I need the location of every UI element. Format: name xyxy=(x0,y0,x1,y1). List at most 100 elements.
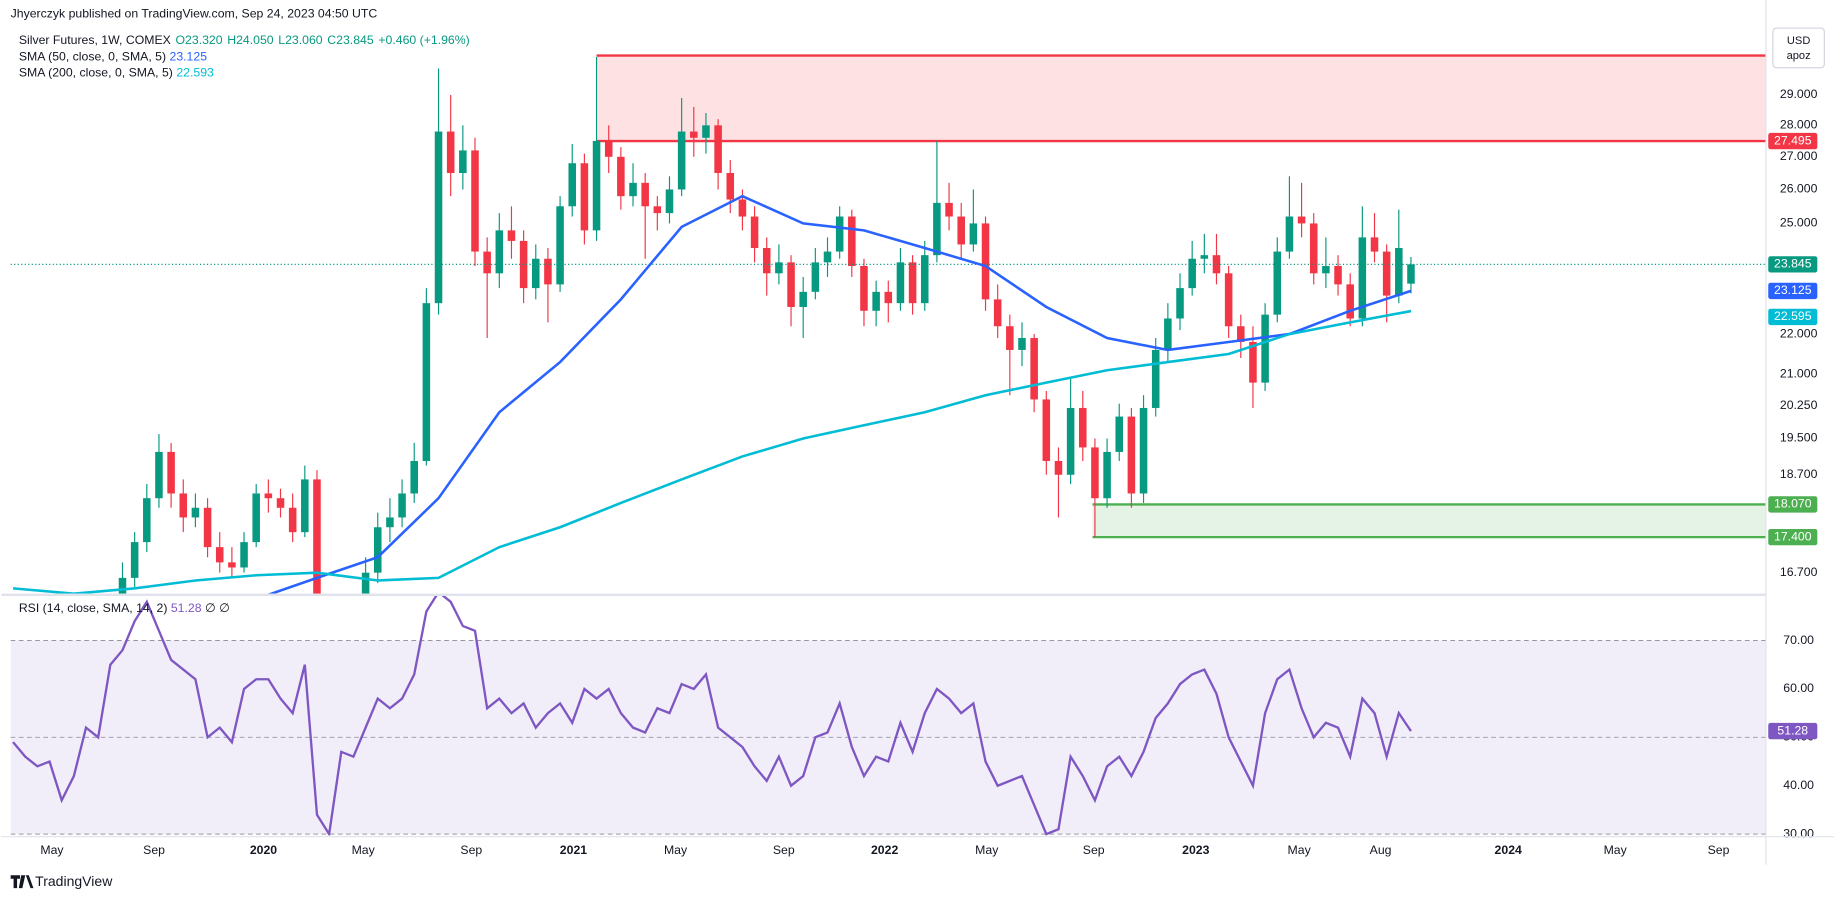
ohlc-value: +0.460 (+1.96%) xyxy=(378,33,469,47)
candle-body xyxy=(872,291,880,311)
price-label-box xyxy=(1768,528,1818,546)
price-pane xyxy=(10,56,1766,594)
candle-body xyxy=(726,172,735,200)
x-tick-label: Aug xyxy=(1370,843,1392,857)
x-tick-label: Sep xyxy=(773,843,795,857)
candle-body xyxy=(228,562,236,568)
candle-body xyxy=(690,131,698,138)
currency: USD xyxy=(1787,35,1810,47)
sma-value: 22.593 xyxy=(176,66,214,80)
price-label: 17.400 xyxy=(1774,529,1812,543)
candle-body xyxy=(1042,399,1051,461)
candle-body xyxy=(580,163,589,231)
candle-body xyxy=(665,189,674,214)
sma-line xyxy=(12,309,1412,594)
candle-body xyxy=(483,251,491,274)
candle-body xyxy=(313,479,321,594)
candle-body xyxy=(714,125,722,173)
zone xyxy=(1092,504,1766,538)
ohlc-value: H24.050 xyxy=(227,33,274,47)
candle-body xyxy=(617,156,625,197)
candle-body xyxy=(130,542,139,578)
candle-body xyxy=(386,517,394,528)
price-label-box xyxy=(1768,308,1818,326)
candle-body xyxy=(568,163,577,207)
price-label: 18.070 xyxy=(1774,497,1812,511)
candle-body xyxy=(1382,251,1391,296)
ohlc-value: O23.320 xyxy=(176,33,223,47)
x-tick-label: May xyxy=(352,843,376,857)
candle-body xyxy=(1370,237,1379,252)
y-tick-label: 29.000 xyxy=(1780,87,1818,101)
candle-body xyxy=(1018,338,1026,350)
rsi-label: 51.28 xyxy=(1777,723,1808,737)
candle-body xyxy=(240,542,248,568)
candle-body xyxy=(811,262,820,292)
symbol: Silver Futures, 1W, COMEX xyxy=(19,33,171,47)
price-label-box xyxy=(1768,282,1818,300)
y-tick-label: 16.700 xyxy=(1780,565,1818,579)
y-tick-label: 22.000 xyxy=(1780,326,1818,340)
candle-body xyxy=(592,140,601,231)
price-label-box xyxy=(1768,496,1818,513)
candle-body xyxy=(702,125,710,138)
price-label: 27.495 xyxy=(1774,133,1812,147)
candle-body xyxy=(556,206,564,285)
rsi-tick-label: 60.00 xyxy=(1783,681,1814,695)
brand: TradingView xyxy=(35,873,113,889)
y-tick-label: 28.000 xyxy=(1780,118,1818,132)
price-label-box xyxy=(1768,132,1818,150)
candle-body xyxy=(848,216,856,267)
candle-body xyxy=(118,577,127,594)
candle-body xyxy=(1322,266,1330,274)
candle-body xyxy=(495,230,504,274)
rsi-name: RSI (14, close, SMA, 14, 2) xyxy=(19,601,168,615)
x-tick-label: 2021 xyxy=(560,843,587,857)
rsi-line xyxy=(12,595,1412,836)
rsi-tick-label: 40.00 xyxy=(1783,778,1814,792)
sma200-legend: SMA (200, close, 0, SMA, 5) 22.593 xyxy=(19,66,214,80)
candle-body xyxy=(398,493,406,518)
candle-body xyxy=(264,493,273,499)
candle-body xyxy=(908,262,917,304)
rsi-legend: RSI (14, close, SMA, 14, 2) 51.28 ∅ ∅ xyxy=(19,601,230,615)
candle-body xyxy=(1261,314,1269,383)
candle-body xyxy=(167,451,175,494)
ohlc-values: O23.320 H24.050 L23.060 C23.845 +0.460 (+1.9… xyxy=(176,33,470,47)
candle-body xyxy=(1395,248,1403,296)
published: Jhyerczyk published on TradingView.com, … xyxy=(11,6,378,20)
y-tick-label: 25.000 xyxy=(1780,216,1818,230)
x-tick-label: May xyxy=(1288,843,1312,857)
candle-body xyxy=(410,460,418,494)
x-tick-label: 2024 xyxy=(1495,843,1522,857)
candle-body xyxy=(1334,266,1342,285)
candle-body xyxy=(860,266,868,311)
candle-body xyxy=(981,223,990,300)
candle-body xyxy=(143,498,151,543)
candle-body xyxy=(1200,255,1209,259)
x-tick-label: May xyxy=(975,843,999,857)
currency-box[interactable] xyxy=(1772,27,1825,69)
sma-value: 23.125 xyxy=(170,49,208,63)
y-tick-label: 26.000 xyxy=(1780,182,1818,196)
candle-body xyxy=(823,251,832,263)
x-tick-label: 2023 xyxy=(1182,843,1209,857)
candle-body xyxy=(1273,251,1282,315)
candle-body xyxy=(155,451,163,499)
candle-body xyxy=(775,262,783,274)
candle-body xyxy=(361,572,370,594)
candle-body xyxy=(920,255,929,304)
y-tick-label: 19.500 xyxy=(1780,431,1818,445)
candle-body xyxy=(471,150,479,252)
candle-body xyxy=(738,199,747,217)
x-tick-label: 2022 xyxy=(871,843,898,857)
zones xyxy=(596,54,1766,539)
zone xyxy=(596,55,1766,142)
candle-body xyxy=(1139,407,1148,494)
candle-body xyxy=(1176,288,1184,319)
candle-body xyxy=(1237,326,1245,342)
unit: apoz xyxy=(1787,50,1811,62)
x-tick-label: 2020 xyxy=(250,843,277,857)
candle-body xyxy=(203,507,212,548)
